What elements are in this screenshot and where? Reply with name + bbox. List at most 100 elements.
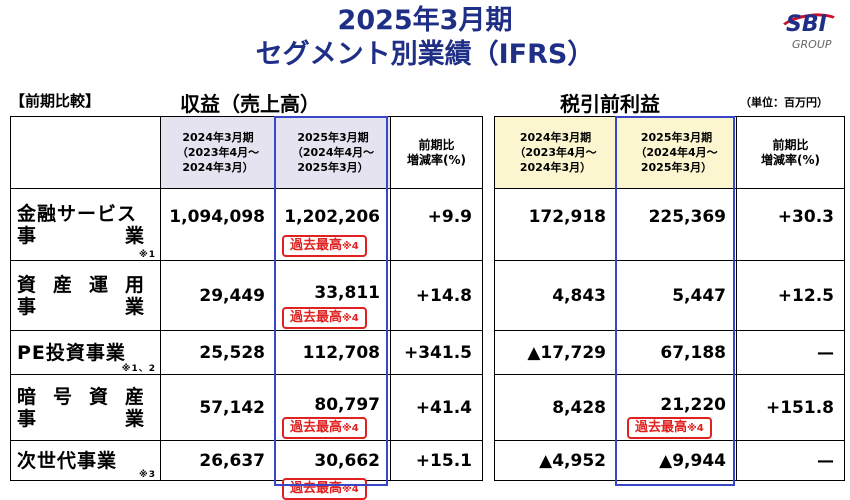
badge-text: 過去最高: [290, 310, 343, 325]
char: 用: [124, 273, 145, 296]
ebt-fy2025-header: 2025年3月期 （2024年4月～ 2025年3月）: [616, 116, 737, 189]
ebt-rate-header: 前期比 増減率(%): [736, 116, 845, 189]
badge-text: 過去最高: [290, 481, 343, 496]
ebt-rate-value: —: [736, 440, 845, 481]
table-row: ▲4,952 ▲9,944 —: [494, 440, 845, 481]
segment-name-cell: 金融サービス 事業 ※1: [10, 188, 161, 261]
header-line: 増減率(%): [407, 152, 466, 167]
ebt-rate-value: +151.8: [736, 374, 845, 441]
badge-note: ※4: [342, 241, 359, 252]
ebt-fy2024-value: ▲17,729: [494, 330, 617, 375]
char: 産: [52, 273, 73, 296]
revenue-fy2025-value: 1,202,206 過去最高※4: [275, 188, 391, 261]
revenue-rate-value: +41.4: [390, 374, 483, 441]
segment-name: PE投資事業: [17, 341, 126, 364]
segment-name: 次世代事業: [17, 449, 118, 472]
segment-name-cell: 次世代事業 ※3: [10, 440, 161, 481]
segment-name-cell: 暗号資産 事業: [10, 374, 161, 441]
revenue-fy2025-value: 112,708: [275, 330, 391, 375]
header-line: 2024年3月期: [519, 131, 592, 144]
revenue-rate-value: +341.5: [390, 330, 483, 375]
header-line: 2024年3月期: [182, 131, 254, 144]
page-subtitle: セグメント別業績（IFRS）: [255, 39, 595, 70]
char: 資: [17, 273, 38, 296]
table-row: 172,918 225,369 +30.3: [494, 188, 845, 261]
char: 業: [124, 407, 145, 430]
char: 事: [17, 295, 38, 318]
value: 21,220: [660, 395, 726, 415]
unit-label: （単位：百万円）: [740, 96, 828, 109]
segment-name-line1: 暗号資産: [17, 386, 145, 408]
header-line: 2025年3月期: [297, 131, 369, 144]
record-high-badge: 過去最高※4: [282, 417, 367, 439]
badge-text: 過去最高: [290, 238, 343, 253]
value: 80,797: [314, 395, 380, 415]
char: 号: [52, 385, 73, 408]
table-row: PE投資事業 ※1、2 25,528 112,708 +341.5: [10, 330, 483, 375]
segment-note: ※1、2: [121, 364, 156, 374]
revenue-fy2025-value: 80,797 過去最高※4: [275, 374, 391, 441]
page-title: 2025年3月期: [337, 5, 513, 36]
char: 暗: [17, 385, 38, 408]
record-high-badge: 過去最高※4: [282, 235, 367, 257]
revenue-fy2024-value: 25,528: [160, 330, 276, 375]
logo-brand: SBI: [786, 12, 827, 37]
char: 産: [124, 385, 145, 408]
revenue-rate-value: +15.1: [390, 440, 483, 481]
table-row: 資産運用 事業 29,449 33,811 過去最高※4 +14.8: [10, 260, 483, 331]
table-row: 金融サービス 事業 ※1 1,094,098 1,202,206 過去最高※4 …: [10, 188, 483, 261]
header-line: 前期比: [418, 137, 455, 152]
revenue-fy2025-value: 30,662 過去最高※4: [275, 440, 391, 500]
header-line: （2023年4月～: [176, 146, 260, 159]
header-line: 2024年3月）: [182, 161, 254, 174]
revenue-fy2024-header: 2024年3月期 （2023年4月～ 2024年3月）: [160, 116, 276, 189]
segment-name-line2: 事業: [17, 225, 145, 247]
segment-note: ※3: [138, 470, 156, 480]
badge-note: ※4: [342, 423, 359, 434]
ebt-fy2024-value: ▲4,952: [494, 440, 617, 481]
header-line: 増減率(%): [761, 152, 820, 167]
header-line: 2025年3月）: [640, 161, 713, 174]
revenue-rate-header: 前期比 増減率(%): [390, 116, 483, 189]
ebt-fy2024-value: 4,843: [494, 260, 617, 331]
value: 30,662: [314, 450, 380, 471]
header-line: 2024年3月）: [519, 161, 592, 174]
header-line: 前期比: [772, 137, 809, 152]
char: 事: [17, 407, 38, 430]
revenue-rate-value: +14.8: [390, 260, 483, 331]
header-line: 2025年3月期: [640, 131, 713, 144]
table-row: 暗号資産 事業 57,142 80,797 過去最高※4 +41.4: [10, 374, 483, 441]
logo-group-text: GROUP: [792, 38, 832, 51]
record-high-badge: 過去最高※4: [627, 417, 712, 439]
badge-text: 過去最高: [635, 420, 688, 435]
ebt-rate-value: +12.5: [736, 260, 845, 331]
table-row: ▲17,729 67,188 —: [494, 330, 845, 375]
ebt-fy2025-value: 67,188: [616, 330, 737, 375]
comparison-label: 【前期比較】: [10, 92, 101, 110]
ebt-header-row: 2024年3月期 （2023年4月～ 2024年3月） 2025年3月期 （20…: [494, 116, 845, 189]
char: 事: [17, 224, 38, 247]
ebt-fy2025-value: 225,369: [616, 188, 737, 261]
segment-name-line2: 事業: [17, 408, 145, 430]
revenue-fy2024-value: 29,449: [160, 260, 276, 331]
value: 1,202,206: [284, 207, 380, 227]
ebt-table: 2024年3月期 （2023年4月～ 2024年3月） 2025年3月期 （20…: [494, 116, 845, 481]
revenue-fy2024-value: 1,094,098: [160, 188, 276, 261]
ebt-section-label: 税引前利益: [560, 92, 660, 116]
revenue-fy2025-header: 2025年3月期 （2024年4月～ 2025年3月）: [275, 116, 391, 189]
revenue-fy2024-value: 57,142: [160, 374, 276, 441]
ebt-fy2024-header: 2024年3月期 （2023年4月～ 2024年3月）: [494, 116, 617, 189]
header-line: （2024年4月～: [635, 146, 718, 159]
table-row: 次世代事業 ※3 26,637 30,662 過去最高※4 +15.1: [10, 440, 483, 500]
revenue-rate-value: +9.9: [390, 188, 483, 261]
badge-note: ※4: [687, 423, 704, 434]
ebt-fy2024-value: 8,428: [494, 374, 617, 441]
table-row: 8,428 21,220 過去最高※4 +151.8: [494, 374, 845, 441]
ebt-fy2025-value: ▲9,944: [616, 440, 737, 481]
revenue-table: 2024年3月期 （2023年4月～ 2024年3月） 2025年3月期 （20…: [10, 116, 483, 500]
revenue-fy2025-value: 33,811 過去最高※4: [275, 260, 391, 331]
ebt-fy2025-value: 21,220 過去最高※4: [616, 374, 737, 441]
badge-note: ※4: [342, 313, 359, 324]
revenue-header-row: 2024年3月期 （2023年4月～ 2024年3月） 2025年3月期 （20…: [10, 116, 483, 189]
value: 33,811: [314, 283, 380, 303]
